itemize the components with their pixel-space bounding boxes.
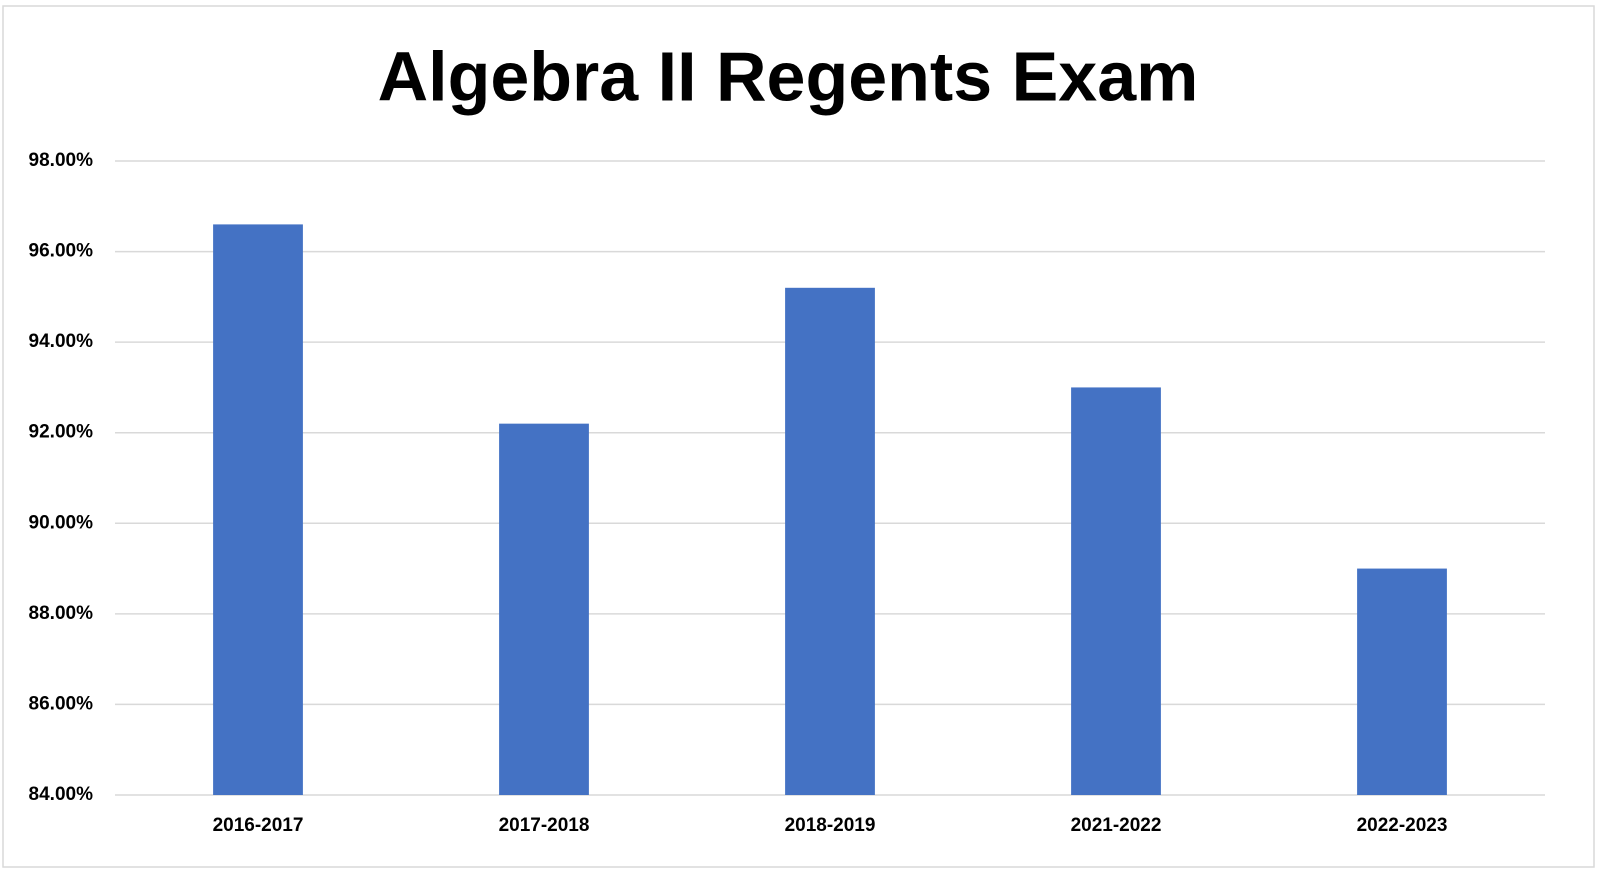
y-tick-label: 84.00% xyxy=(29,784,94,805)
x-tick-label: 2017-2018 xyxy=(499,815,590,836)
y-tick-label: 98.00% xyxy=(29,150,94,171)
y-tick-label: 88.00% xyxy=(29,603,94,624)
x-tick-label: 2016-2017 xyxy=(213,815,304,836)
x-tick-label: 2021-2022 xyxy=(1071,815,1162,836)
bar xyxy=(1357,568,1447,795)
bar xyxy=(213,224,303,795)
bar xyxy=(785,287,875,795)
y-tick-label: 96.00% xyxy=(29,241,94,262)
y-tick-label: 86.00% xyxy=(29,693,94,714)
chart-title: Algebra II Regents Exam xyxy=(378,37,1199,115)
y-tick-label: 94.00% xyxy=(29,331,94,352)
bar xyxy=(1071,387,1161,795)
x-tick-label: 2022-2023 xyxy=(1357,815,1448,836)
x-tick-label: 2018-2019 xyxy=(785,815,876,836)
y-tick-label: 92.00% xyxy=(29,422,94,443)
bar xyxy=(499,423,589,795)
y-tick-label: 90.00% xyxy=(29,512,94,533)
